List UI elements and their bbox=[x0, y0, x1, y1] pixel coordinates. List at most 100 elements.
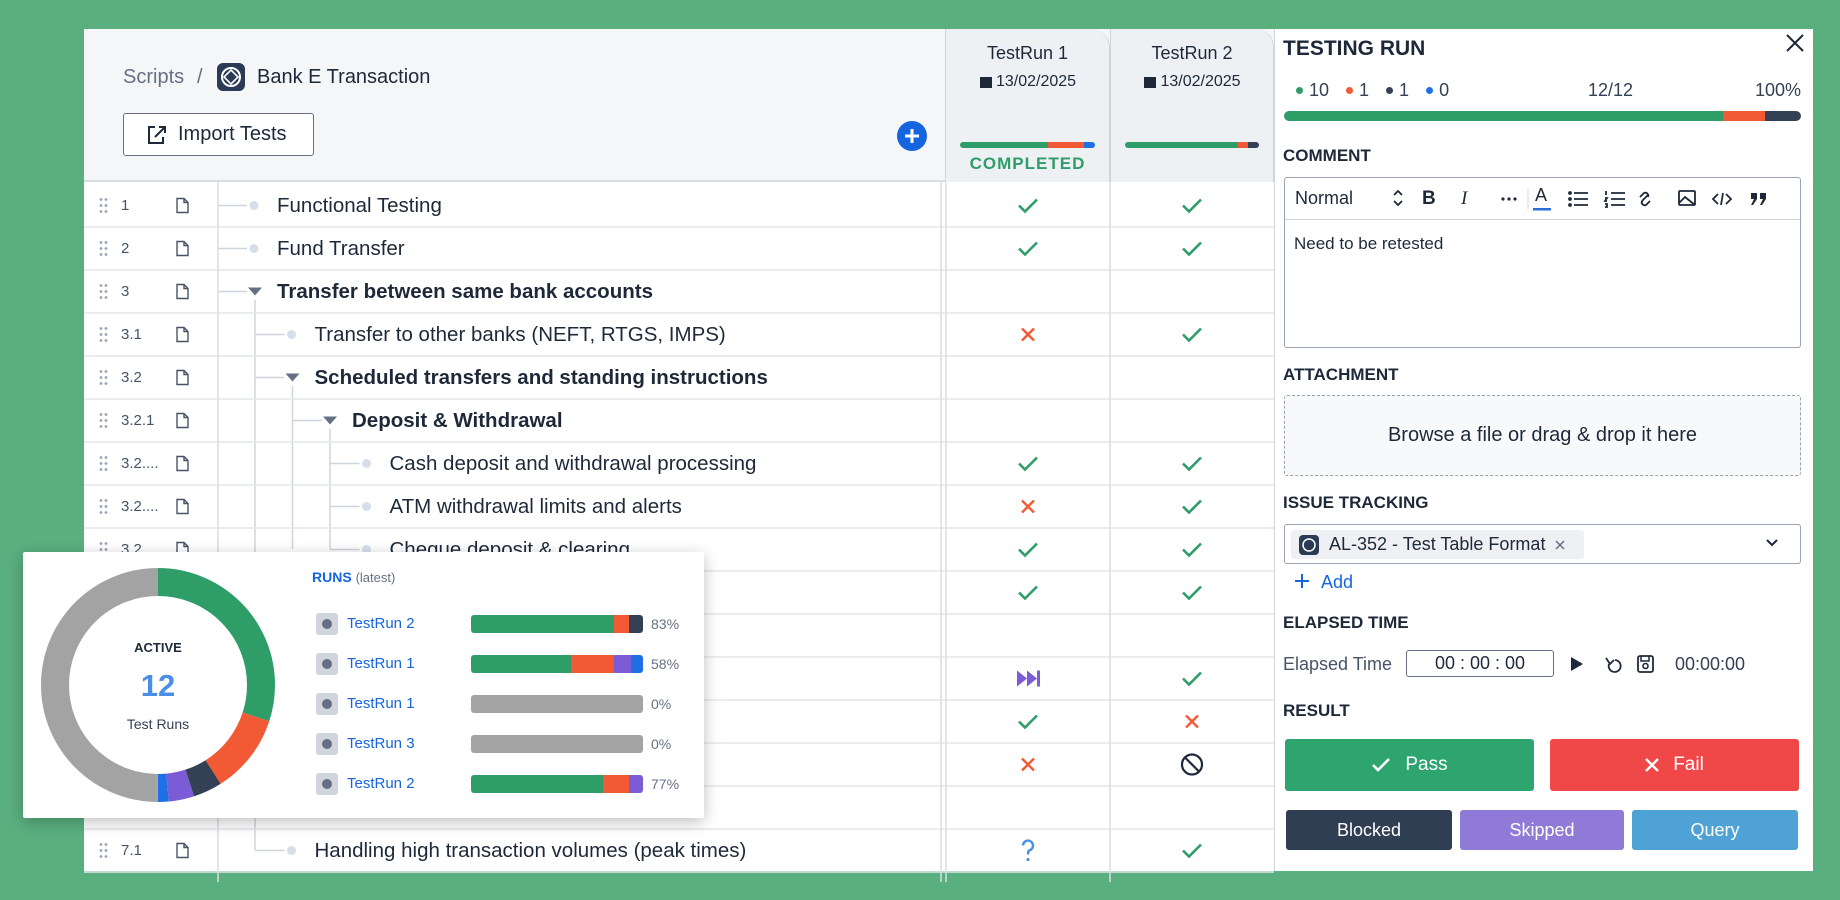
add-link[interactable]: Add bbox=[1321, 572, 1354, 592]
donut-caption: Test Runs bbox=[126, 716, 190, 732]
fail-text: Fail bbox=[1673, 754, 1704, 775]
issue-chevron[interactable] bbox=[1766, 539, 1778, 547]
doc-icon bbox=[176, 498, 189, 515]
drag-dot bbox=[104, 855, 108, 858]
row-title[interactable]: Cash deposit and withdrawal processing bbox=[389, 452, 757, 475]
row-title[interactable]: Functional Testing bbox=[277, 194, 442, 217]
drag-dot bbox=[99, 382, 103, 385]
row-title[interactable]: Transfer to other banks (NEFT, RTGS, IMP… bbox=[314, 323, 726, 346]
import-icon bbox=[148, 125, 166, 144]
elapsed-input[interactable]: 00 : 00 : 00 bbox=[1406, 650, 1554, 677]
percent: 100% bbox=[1754, 80, 1801, 100]
row-id: 7.1 bbox=[121, 842, 142, 859]
drag-dot bbox=[104, 210, 108, 213]
bar-segment bbox=[471, 775, 604, 793]
comment-editor[interactable] bbox=[1284, 177, 1801, 348]
bar-segment bbox=[603, 775, 630, 793]
drag-dot bbox=[104, 198, 108, 201]
pass-icon bbox=[1018, 241, 1038, 257]
add-column-button[interactable] bbox=[897, 121, 927, 151]
run-percent: 0% bbox=[651, 736, 672, 752]
run-name[interactable]: TestRun 2 bbox=[347, 615, 415, 632]
row-id: 1 bbox=[121, 197, 130, 214]
run-name[interactable]: TestRun 1 bbox=[347, 655, 415, 672]
bold-button[interactable]: B bbox=[1422, 188, 1436, 209]
close-button[interactable] bbox=[1786, 34, 1804, 52]
stat-dot bbox=[1346, 87, 1354, 94]
run-percent: 77% bbox=[651, 776, 680, 792]
ratio: 12/12 bbox=[1588, 80, 1634, 100]
run-name[interactable]: TestRun 2 bbox=[347, 775, 415, 792]
run-icon bbox=[316, 653, 338, 675]
run-progress bbox=[960, 142, 1095, 148]
tag-remove[interactable] bbox=[1555, 539, 1565, 550]
drag-dot bbox=[99, 253, 103, 256]
doc-icon bbox=[176, 842, 189, 859]
drag-dot bbox=[104, 284, 108, 287]
fail-icon bbox=[1021, 499, 1035, 514]
drag-dot bbox=[99, 843, 103, 846]
calendar-body bbox=[1144, 77, 1157, 88]
pass-icon bbox=[1182, 241, 1202, 257]
row-title[interactable]: Handling high transaction volumes (peak … bbox=[314, 839, 747, 862]
fail-button[interactable]: Fail bbox=[1550, 739, 1799, 791]
drag-dot bbox=[99, 505, 103, 508]
drag-dot bbox=[99, 462, 103, 465]
query-dot bbox=[1026, 857, 1030, 862]
run-icon-pie bbox=[322, 619, 332, 629]
query-button[interactable]: Query bbox=[1632, 810, 1798, 850]
run-bar bbox=[471, 775, 643, 793]
fail-icon bbox=[1185, 714, 1199, 729]
drag-dot bbox=[104, 413, 108, 416]
color-button[interactable]: A bbox=[1535, 185, 1548, 205]
stat-count: 0 bbox=[1439, 80, 1450, 100]
row-title[interactable]: ATM withdrawal limits and alerts bbox=[389, 495, 682, 518]
drag-dot bbox=[99, 855, 103, 858]
breadcrumb-separator: / bbox=[197, 66, 203, 88]
row-title[interactable]: Deposit & Withdrawal bbox=[352, 409, 563, 432]
blocked-icon bbox=[1180, 753, 1204, 776]
doc-icon bbox=[176, 283, 189, 300]
bar-segment bbox=[613, 655, 631, 673]
row-title[interactable]: Transfer between same bank accounts bbox=[277, 280, 653, 303]
issue-icon bbox=[1299, 534, 1319, 555]
row-id: 2 bbox=[121, 240, 130, 257]
format-select[interactable]: Normal bbox=[1295, 188, 1354, 208]
issue-select[interactable] bbox=[1284, 524, 1801, 564]
run-icon bbox=[316, 613, 338, 635]
add-icon bbox=[1295, 574, 1309, 588]
pass-icon bbox=[1182, 327, 1202, 343]
doc-icon bbox=[176, 455, 189, 472]
doc-icon bbox=[176, 412, 189, 429]
attachment-dropzone[interactable]: Browse a file or drag & drop it here bbox=[1284, 395, 1801, 476]
drag-dot bbox=[99, 456, 103, 459]
import-button[interactable]: Import Tests bbox=[123, 113, 314, 156]
bar-segment bbox=[1084, 142, 1095, 148]
run-name[interactable]: TestRun 2 bbox=[1151, 43, 1233, 63]
run-name[interactable]: TestRun 1 bbox=[347, 695, 415, 712]
timer-controls[interactable] bbox=[1568, 654, 1668, 674]
row-title[interactable]: Scheduled transfers and standing instruc… bbox=[314, 366, 768, 389]
run-percent: 58% bbox=[651, 656, 680, 672]
pass-button[interactable]: Pass bbox=[1285, 739, 1534, 791]
row-title[interactable]: Fund Transfer bbox=[277, 237, 405, 260]
donut-segment bbox=[41, 568, 275, 802]
bar-segment bbox=[471, 655, 571, 673]
calendar-icon bbox=[979, 77, 992, 88]
issue-label: ISSUE TRACKING bbox=[1283, 493, 1429, 512]
breadcrumb-parent[interactable]: Scripts bbox=[123, 66, 185, 88]
skipped-button[interactable]: Skipped bbox=[1460, 810, 1624, 850]
blocked-slash bbox=[1184, 756, 1200, 773]
run-name[interactable]: TestRun 3 bbox=[347, 735, 415, 752]
bullet bbox=[362, 459, 371, 468]
bullet bbox=[287, 330, 296, 339]
pass-icon bbox=[1018, 585, 1038, 601]
bullet bbox=[249, 244, 259, 253]
donut bbox=[41, 568, 275, 802]
run-name[interactable]: TestRun 1 bbox=[986, 43, 1069, 63]
bar-segment bbox=[1723, 111, 1765, 121]
bullet bbox=[362, 545, 371, 554]
italic-button[interactable]: I bbox=[1461, 188, 1468, 209]
blocked-button[interactable]: Blocked bbox=[1286, 810, 1452, 850]
stat-count: 1 bbox=[1359, 80, 1370, 100]
